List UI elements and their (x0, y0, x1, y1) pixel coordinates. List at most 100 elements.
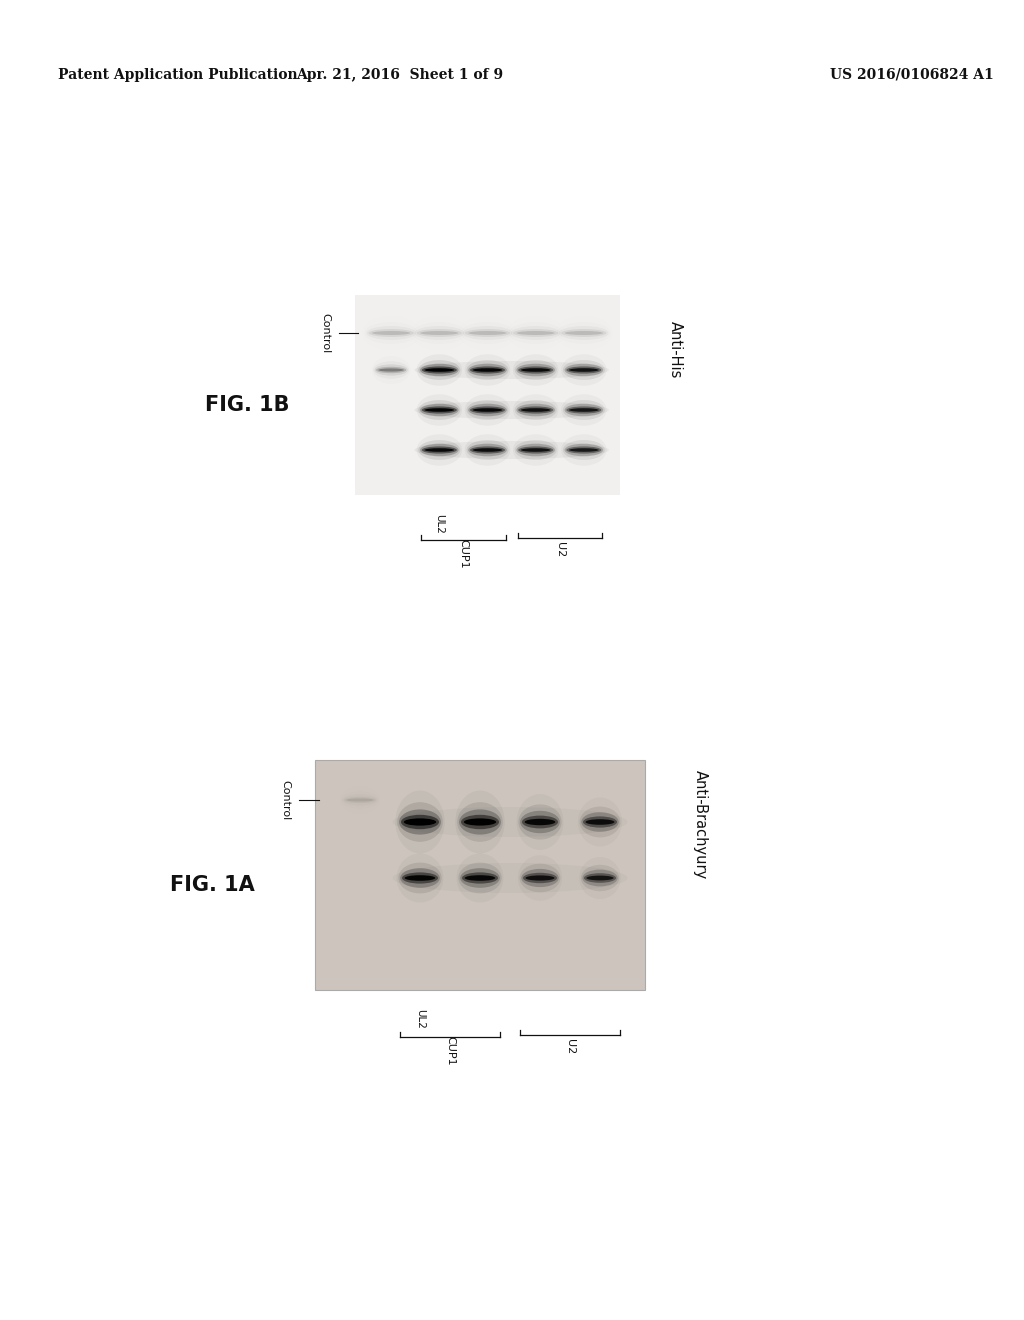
Ellipse shape (415, 401, 609, 418)
Ellipse shape (419, 400, 461, 420)
Text: FIG. 1A: FIG. 1A (170, 875, 255, 895)
Ellipse shape (468, 444, 507, 457)
Ellipse shape (524, 818, 555, 825)
Text: Anti-His: Anti-His (668, 321, 683, 379)
Ellipse shape (515, 440, 557, 459)
Ellipse shape (515, 360, 557, 380)
Ellipse shape (518, 446, 553, 454)
Ellipse shape (569, 449, 599, 451)
Ellipse shape (523, 873, 557, 883)
Bar (315, 760, 645, 990)
Ellipse shape (397, 803, 442, 842)
Text: U2: U2 (565, 1039, 575, 1055)
Ellipse shape (521, 449, 551, 451)
Ellipse shape (375, 364, 408, 376)
Ellipse shape (424, 408, 455, 412)
Ellipse shape (516, 331, 555, 335)
Ellipse shape (521, 408, 551, 412)
Text: UL2: UL2 (434, 513, 444, 533)
Ellipse shape (467, 400, 509, 420)
Ellipse shape (473, 449, 503, 451)
Ellipse shape (457, 803, 503, 842)
Ellipse shape (467, 440, 509, 459)
Ellipse shape (561, 329, 606, 337)
Ellipse shape (468, 364, 507, 376)
Ellipse shape (581, 865, 620, 891)
Ellipse shape (459, 862, 502, 894)
Ellipse shape (473, 408, 503, 412)
Ellipse shape (583, 870, 617, 887)
Text: Apr. 21, 2016  Sheet 1 of 9: Apr. 21, 2016 Sheet 1 of 9 (296, 69, 504, 82)
Ellipse shape (422, 407, 457, 413)
Ellipse shape (372, 331, 411, 335)
Ellipse shape (468, 404, 507, 416)
Ellipse shape (346, 799, 374, 801)
Ellipse shape (470, 446, 505, 454)
Ellipse shape (564, 364, 603, 376)
Ellipse shape (587, 875, 613, 880)
Ellipse shape (525, 875, 554, 880)
Text: Control: Control (319, 313, 330, 354)
Ellipse shape (518, 804, 561, 840)
Ellipse shape (563, 400, 605, 420)
Ellipse shape (420, 331, 459, 335)
Text: U2: U2 (555, 543, 565, 557)
Ellipse shape (518, 367, 553, 374)
Ellipse shape (569, 368, 599, 372)
Ellipse shape (519, 863, 560, 892)
Ellipse shape (369, 329, 414, 337)
Ellipse shape (563, 360, 605, 380)
Ellipse shape (582, 812, 618, 832)
Ellipse shape (403, 818, 436, 825)
Ellipse shape (415, 360, 609, 379)
Ellipse shape (399, 809, 441, 834)
Ellipse shape (461, 814, 499, 829)
Ellipse shape (420, 444, 459, 457)
Ellipse shape (586, 820, 614, 825)
Ellipse shape (521, 368, 551, 372)
Ellipse shape (518, 407, 553, 413)
Ellipse shape (467, 360, 509, 380)
Ellipse shape (424, 368, 455, 372)
Ellipse shape (473, 368, 503, 372)
Ellipse shape (565, 331, 603, 335)
Ellipse shape (401, 814, 439, 829)
Ellipse shape (566, 446, 601, 454)
Ellipse shape (422, 446, 457, 454)
Ellipse shape (419, 360, 461, 380)
Ellipse shape (516, 364, 555, 376)
Bar (355, 294, 620, 495)
Ellipse shape (470, 407, 505, 413)
Ellipse shape (419, 440, 461, 459)
Text: CUP1: CUP1 (445, 1036, 455, 1065)
Ellipse shape (569, 408, 599, 412)
Text: UL2: UL2 (415, 1008, 425, 1028)
Ellipse shape (464, 818, 497, 825)
Ellipse shape (422, 367, 457, 374)
Ellipse shape (424, 449, 455, 451)
Ellipse shape (516, 444, 555, 457)
Ellipse shape (521, 869, 559, 887)
Ellipse shape (515, 400, 557, 420)
Ellipse shape (392, 863, 628, 894)
Ellipse shape (404, 875, 435, 880)
Ellipse shape (459, 809, 501, 834)
Ellipse shape (415, 441, 609, 459)
Ellipse shape (520, 810, 560, 833)
Ellipse shape (563, 440, 605, 459)
Ellipse shape (564, 444, 603, 457)
Ellipse shape (460, 869, 500, 888)
Ellipse shape (402, 873, 438, 883)
Ellipse shape (420, 404, 459, 416)
Text: Control: Control (280, 780, 290, 820)
Ellipse shape (522, 816, 558, 829)
Ellipse shape (470, 367, 505, 374)
Ellipse shape (566, 367, 601, 374)
Ellipse shape (465, 875, 496, 880)
Ellipse shape (417, 329, 462, 337)
Ellipse shape (420, 364, 459, 376)
Ellipse shape (566, 407, 601, 413)
Ellipse shape (513, 329, 558, 337)
Ellipse shape (465, 329, 510, 337)
Ellipse shape (468, 331, 507, 335)
